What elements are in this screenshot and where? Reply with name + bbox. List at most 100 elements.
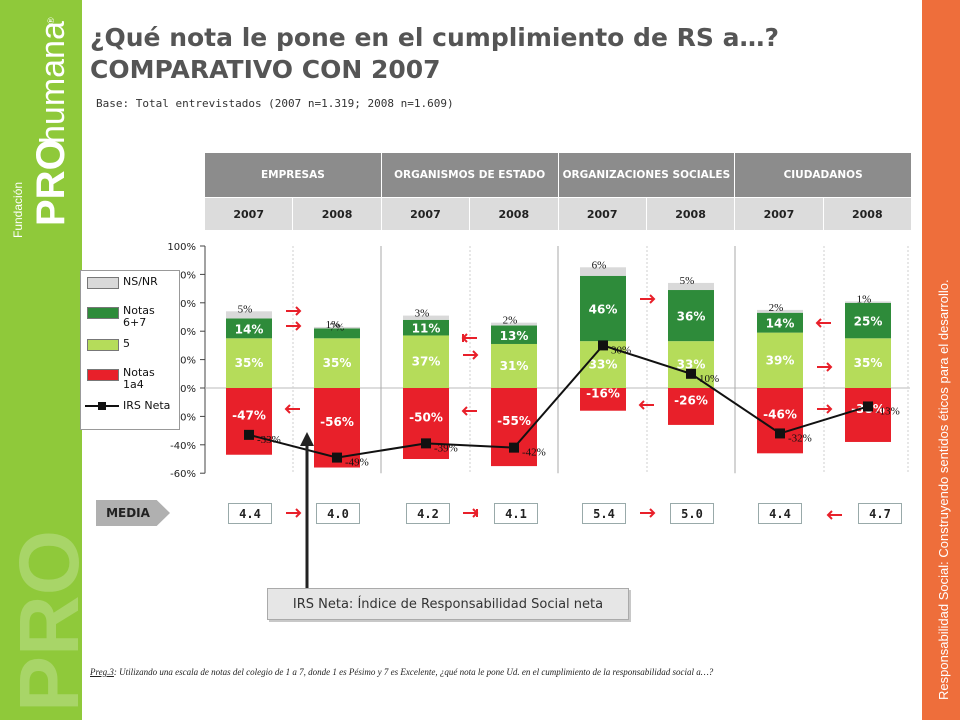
bar-label-nsnr: 2% xyxy=(503,315,518,327)
logo-registered: ® xyxy=(46,17,56,24)
bar-label-notas14: -50% xyxy=(409,411,443,425)
group-organizaciones-sociales: ORGANIZACIONES SOCIALES xyxy=(559,153,736,197)
bar-label-notas14: -16% xyxy=(586,386,620,400)
bar-label-notas67: 25% xyxy=(854,315,883,329)
bar-label-notas67: 46% xyxy=(589,302,618,316)
media-value: 4.4 xyxy=(228,503,272,524)
bar-label-5: 35% xyxy=(323,356,352,370)
media-value: 4.0 xyxy=(316,503,360,524)
bar-segment-notas67 xyxy=(580,275,626,342)
bar-label-5: 31% xyxy=(500,359,529,373)
year-cell: 2007 xyxy=(559,198,647,230)
year-cell: 2008 xyxy=(647,198,736,230)
trend-arrow xyxy=(817,362,833,372)
trend-arrow xyxy=(463,508,479,518)
bar-label-nsnr: 6% xyxy=(592,259,607,271)
trend-arrow xyxy=(815,318,831,328)
trend-arrow xyxy=(817,404,833,414)
logo-pro: PRO xyxy=(29,139,73,226)
y-tick-label: 100% xyxy=(167,242,196,253)
bar-segment-notas14 xyxy=(757,388,803,454)
y-tick-label: -40% xyxy=(170,441,196,452)
bar-label-notas67: 14% xyxy=(766,317,795,331)
legend-label-notas14: Notas 1a4 xyxy=(123,366,155,391)
bar-segment-notas67 xyxy=(226,318,272,339)
trend-arrow xyxy=(463,350,479,360)
bar-segment-notas14 xyxy=(668,388,714,425)
legend-label-notas67: Notas 6+7 xyxy=(123,304,155,329)
media-label: MEDIA xyxy=(96,500,170,526)
legend-swatch-notas67 xyxy=(87,307,119,319)
legend-line-irs xyxy=(85,402,119,410)
bar-label-notas14: -55% xyxy=(497,414,531,428)
irs-neta-point xyxy=(421,438,431,449)
base-note: Base: Total entrevistados (2007 n=1.319;… xyxy=(96,97,454,110)
trend-arrow xyxy=(640,508,656,518)
bar-label-5: 39% xyxy=(766,353,795,367)
irs-neta-point xyxy=(775,428,785,439)
bar-label-notas14: -56% xyxy=(320,415,354,429)
title-line-2: COMPARATIVO CON 2007 xyxy=(90,55,441,84)
question-label: Preg.3 xyxy=(90,667,114,677)
legend-label-5: 5 xyxy=(123,337,130,350)
irs-definition-note: IRS Neta: Índice de Responsabilidad Soci… xyxy=(267,588,629,620)
bar-label-nsnr: 5% xyxy=(680,275,695,287)
media-value: 4.4 xyxy=(758,503,802,524)
y-tick-label: -20% xyxy=(170,412,196,423)
question-footnote: Preg.3: Utilizando una escala de notas d… xyxy=(90,667,850,677)
group-header-row: EMPRESAS ORGANISMOS DE ESTADO ORGANIZACI… xyxy=(205,153,911,197)
trend-arrow xyxy=(638,400,654,410)
trend-arrow xyxy=(640,294,656,304)
y-tick-label: 40% xyxy=(174,327,196,338)
brand-slogan: Responsabilidad Social: Construyendo sen… xyxy=(936,279,951,700)
logo-fundacion: Fundación xyxy=(11,182,25,238)
title-line-1: ¿Qué nota le pone en el cumplimiento de … xyxy=(90,23,779,52)
irs-neta-point xyxy=(598,340,608,351)
year-cell: 2008 xyxy=(293,198,382,230)
bar-segment-notas67 xyxy=(491,325,537,344)
year-cell: 2007 xyxy=(382,198,471,230)
irs-neta-point xyxy=(686,368,696,379)
bar-segment-5 xyxy=(314,338,360,388)
irs-neta-line xyxy=(248,344,869,459)
bar-segment-5 xyxy=(226,338,272,388)
y-tick-label: 20% xyxy=(174,356,196,367)
bar-segment-nsnr xyxy=(403,315,449,320)
bar-segment-nsnr xyxy=(226,311,272,319)
page-title: ¿Qué nota le pone en el cumplimiento de … xyxy=(90,22,910,86)
bar-label-5: 33% xyxy=(677,358,706,372)
bar-segment-5 xyxy=(668,341,714,388)
bar-segment-nsnr xyxy=(757,309,803,313)
legend-swatch-5 xyxy=(87,339,119,351)
bar-label-notas14: -26% xyxy=(674,393,708,407)
media-value: 4.2 xyxy=(406,503,450,524)
irs-neta-label: -49% xyxy=(345,457,369,469)
y-tick-label: -60% xyxy=(170,469,196,480)
bar-segment-notas67 xyxy=(314,328,360,339)
bar-segment-5 xyxy=(757,332,803,388)
trend-arrow xyxy=(286,321,302,331)
brand-band-right: Responsabilidad Social: Construyendo sen… xyxy=(922,0,960,720)
bar-segment-5 xyxy=(845,338,891,388)
irs-neta-point xyxy=(332,452,342,463)
bar-label-5: 35% xyxy=(854,356,883,370)
bar-segment-notas14 xyxy=(226,388,272,455)
bar-segment-5 xyxy=(403,335,449,388)
y-tick-label: 0% xyxy=(180,384,196,395)
bar-label-notas67: 14% xyxy=(235,322,264,336)
trend-arrow xyxy=(286,508,302,518)
year-cell: 2007 xyxy=(735,198,824,230)
trend-arrow xyxy=(461,333,477,343)
bar-segment-notas14 xyxy=(580,388,626,411)
trend-arrow xyxy=(826,510,842,520)
bar-segment-notas67 xyxy=(757,312,803,333)
irs-neta-label: 30% xyxy=(611,344,631,356)
bar-label-5: 37% xyxy=(412,355,441,369)
bar-label-notas14: -47% xyxy=(232,408,266,422)
chart-legend: NS/NR Notas 6+7 5 Notas 1a4 IRS Neta xyxy=(80,270,180,430)
bar-label-notas14: -46% xyxy=(763,408,797,422)
bar-segment-notas14 xyxy=(491,388,537,467)
bar-segment-notas67 xyxy=(668,290,714,342)
question-text: : Utilizando una escala de notas del col… xyxy=(113,667,714,677)
